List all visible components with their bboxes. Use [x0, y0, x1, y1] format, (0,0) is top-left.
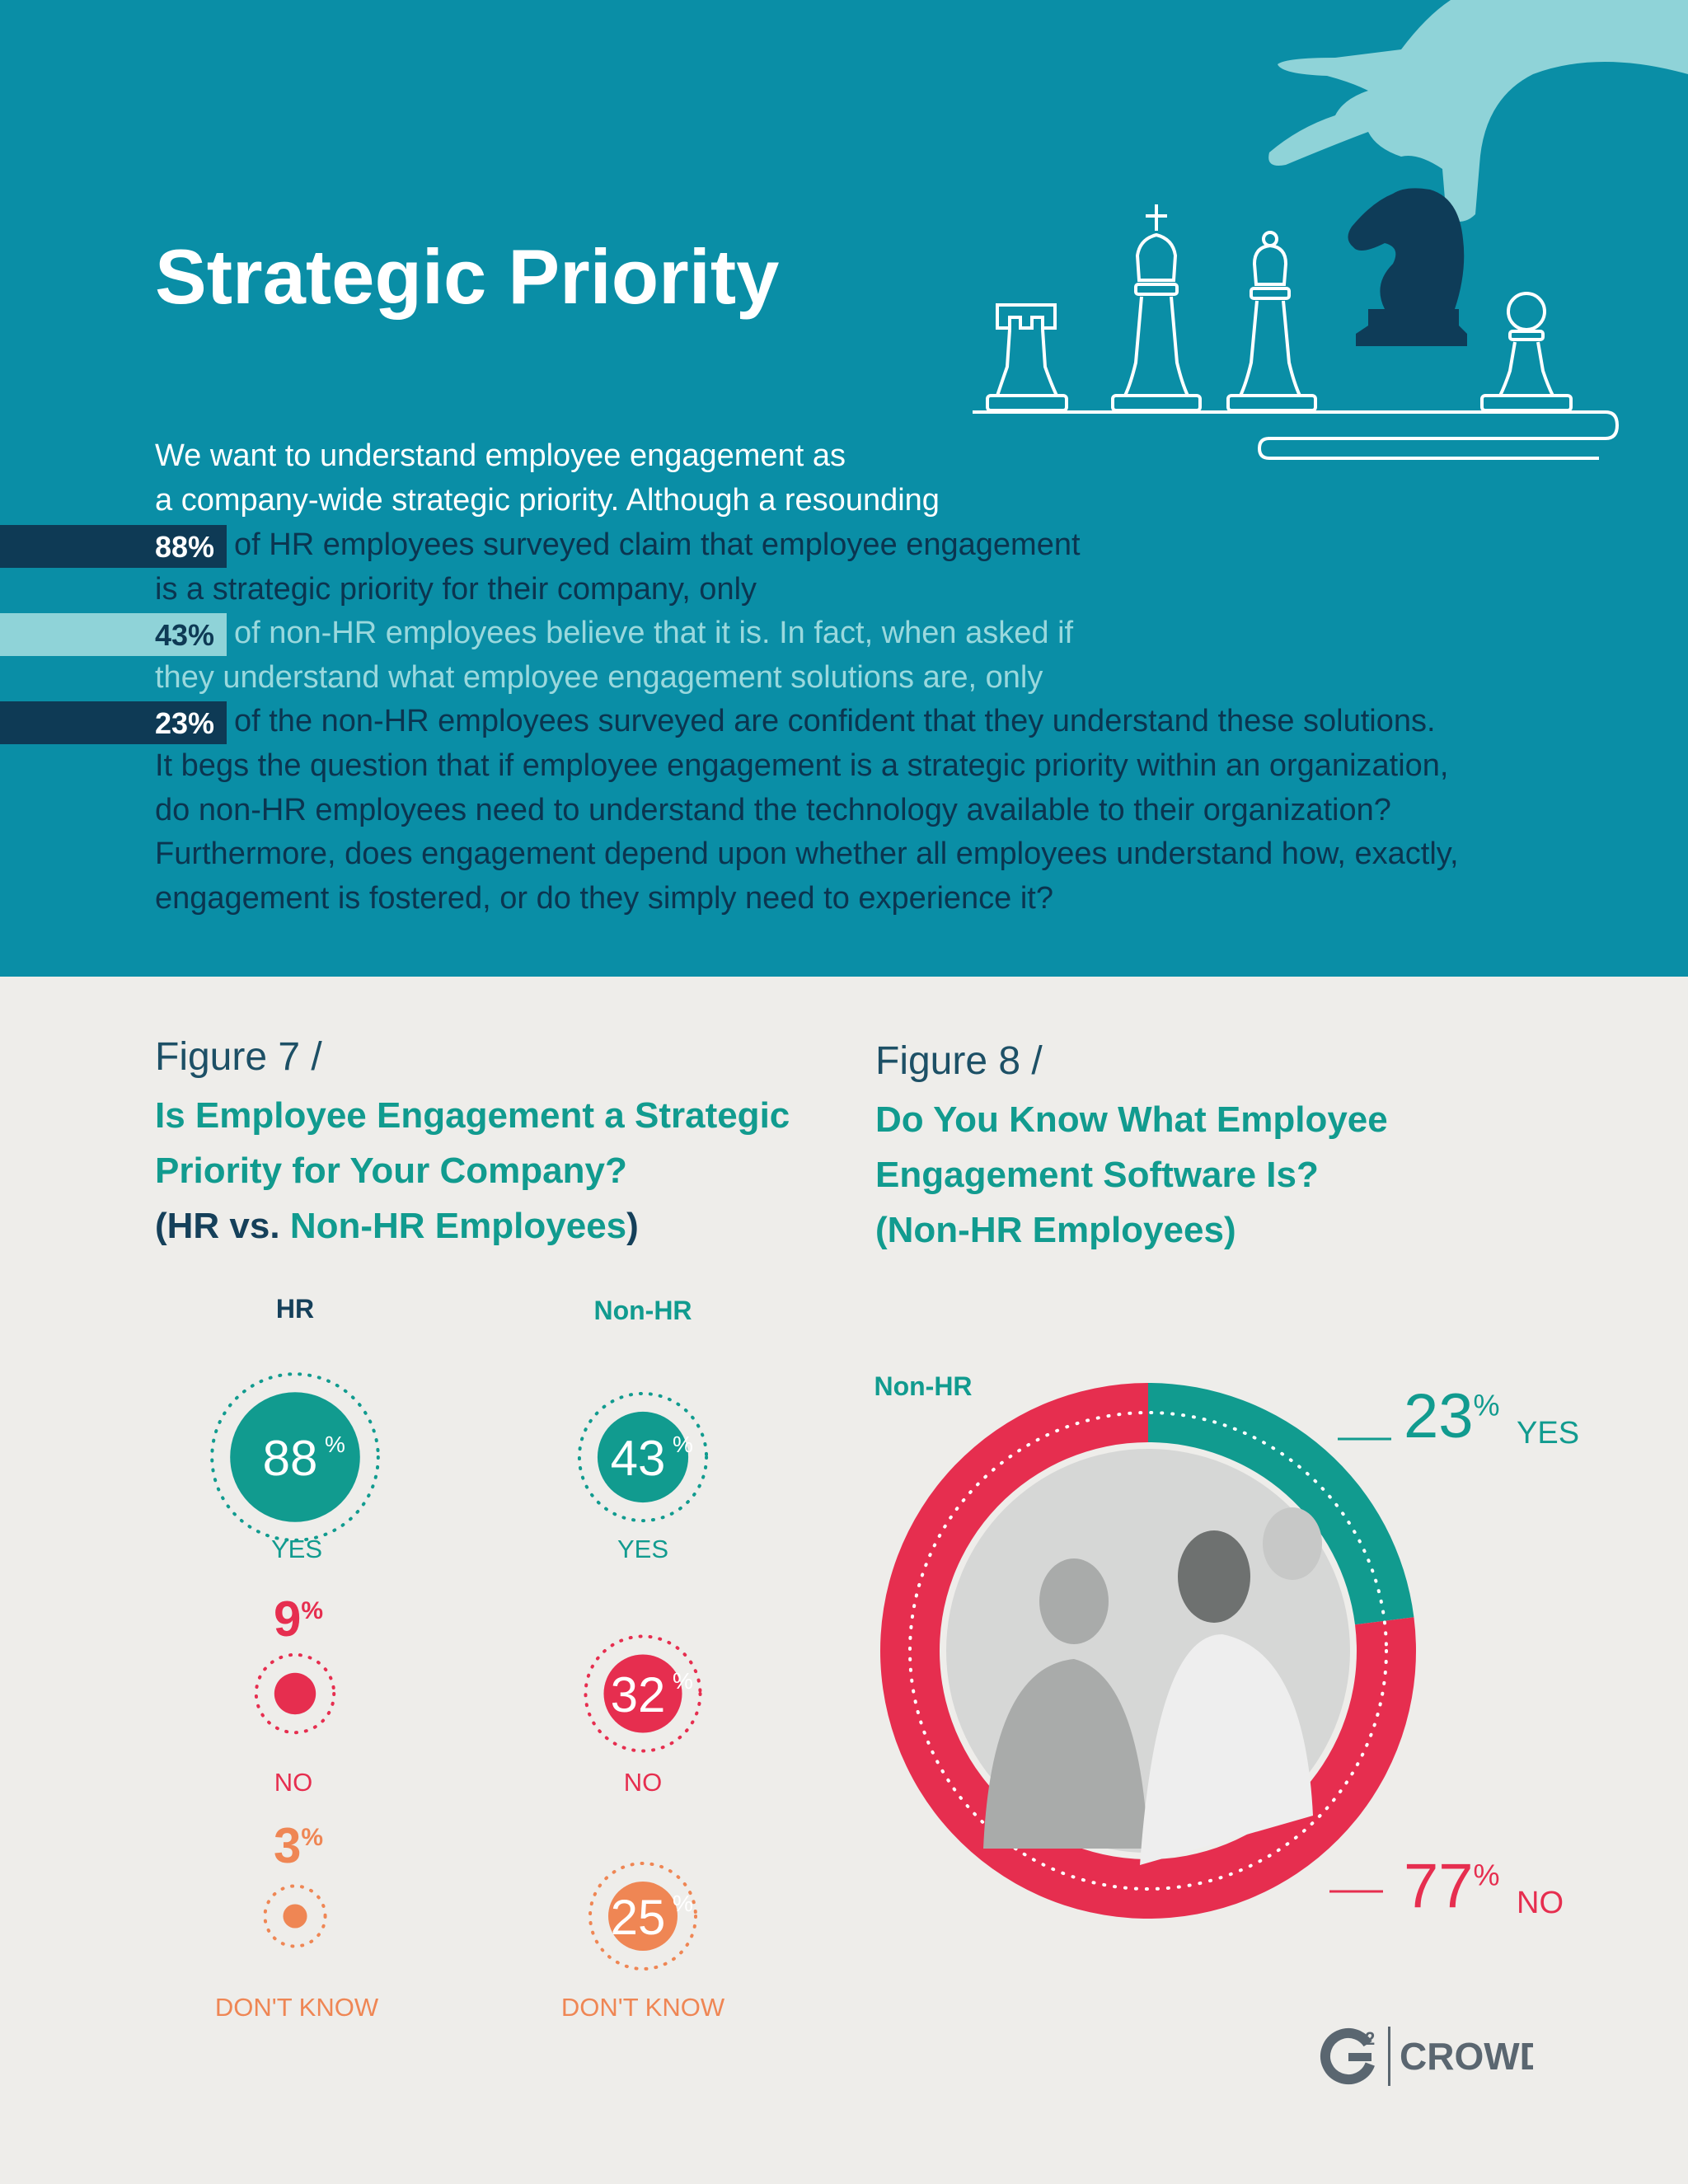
body-line-6: they understand what employee engagement… [155, 660, 1043, 695]
hr-dontknow-label: DON'T KNOW [214, 1993, 379, 2022]
hr-dontknow-value: 3% [274, 1817, 323, 1874]
donut-no-number: 77 [1404, 1851, 1474, 1921]
stat-88: 88% [155, 530, 215, 564]
figure8-title: Do You Know What Employee Engagement Sof… [875, 1092, 1388, 1258]
logo-text: CROWD [1400, 2035, 1533, 2078]
figure8-title-line-2: Engagement Software Is? [875, 1155, 1319, 1195]
bubble-ring-hr-1 [254, 1652, 336, 1735]
donut-no-value: 77% [1404, 1850, 1500, 1922]
hr-dontknow-unit: % [301, 1824, 324, 1851]
figure7-title-line-2: Priority for Your Company? [155, 1151, 627, 1191]
stat-43: 43% [155, 618, 215, 652]
hr-no-label: NO [274, 1768, 313, 1797]
donut-dotted-ring [908, 1411, 1388, 1891]
bubble-unit-hr-0: % [325, 1432, 345, 1457]
king-icon [1111, 204, 1202, 412]
body-line-7: of the non-HR employees surveyed are con… [234, 704, 1436, 738]
body-line-1: We want to understand employee engagemen… [155, 438, 846, 473]
body-line-9: do non-HR employees need to understand t… [155, 793, 1391, 827]
figure8-group-label: Non-HR [874, 1371, 973, 1401]
donut-no-unit: % [1473, 1858, 1500, 1892]
bishop-icon [1226, 231, 1317, 412]
figure7-title-line-3: (HR vs. Non-HR Employees) [155, 1198, 790, 1254]
figure7-hr-header: HR [275, 1294, 315, 1324]
hr-no-value: 9% [274, 1591, 323, 1647]
figure8-label: Figure 8 / [875, 1039, 1043, 1083]
logo-superscript: 2 [1365, 2028, 1375, 2049]
figure7-paren-close: ) [626, 1206, 639, 1246]
bubble-non-hr-no [603, 1654, 682, 1733]
bubble-ring-hr-2 [263, 1884, 327, 1948]
pawn-icon [1480, 292, 1573, 412]
bubble-hr-yes [230, 1392, 360, 1522]
body-line-3: of HR employees surveyed claim that empl… [234, 527, 1081, 562]
bubble-unit-non-hr-1: % [673, 1668, 693, 1694]
bubble-ring-non-hr-0 [577, 1391, 709, 1523]
bubble-label-hr-0: 88 [263, 1431, 318, 1486]
chess-illustration [973, 0, 1688, 460]
bubble-label-non-hr-2: 25 [611, 1890, 666, 1945]
board-edge-icon [1257, 437, 1599, 460]
hero-section: Strategic Priority [0, 0, 1688, 977]
figure7-title-hr: HR vs. [166, 1206, 280, 1246]
nonhr-yes-label: YES [617, 1535, 669, 1563]
donut-no-label: NO [1517, 1886, 1564, 1920]
donut-yes-number: 23 [1404, 1381, 1474, 1451]
bubble-ring-hr-0 [210, 1372, 380, 1542]
nonhr-dontknow-label: DON'T KNOW [560, 1993, 725, 2022]
body-line-2: a company-wide strategic priority. Altho… [155, 483, 940, 518]
hr-yes-label: YES [270, 1535, 323, 1563]
donut-slice-yes [1148, 1383, 1414, 1625]
stat-bar-nonhr [0, 613, 227, 656]
people-photo [946, 1449, 1350, 1853]
figure7-label: Figure 7 / [155, 1035, 322, 1079]
bubble-ring-non-hr-1 [584, 1634, 702, 1753]
body-line-8: It begs the question that if employee en… [155, 748, 1449, 783]
donut-yes-unit: % [1473, 1388, 1500, 1422]
figure7-title-nonhr: Non-HR Employees [289, 1206, 627, 1246]
page-title: Strategic Priority [155, 233, 780, 320]
body-line-11: engagement is fostered, or do they simpl… [155, 881, 1053, 916]
figure8-title-line-3: (Non-HR Employees) [875, 1210, 1236, 1250]
body-line-5: of non-HR employees believe that it is. … [234, 616, 1074, 650]
bubble-non-hr-yes [597, 1411, 689, 1503]
nonhr-no-label: NO [623, 1768, 663, 1797]
hr-dontknow-number: 3 [273, 1818, 302, 1873]
body-line-10: Furthermore, does engagement depend upon… [155, 837, 1459, 871]
figure7-paren-open: ( [155, 1206, 167, 1246]
bubble-hr-dontknow [283, 1904, 307, 1929]
board-line-icon [973, 410, 1620, 440]
bubble-hr-no [274, 1672, 316, 1715]
stat-bar-hr [0, 525, 227, 568]
figure7-nonhr-header: Non-HR [593, 1296, 692, 1325]
knight-piece-icon [1348, 188, 1467, 346]
bubble-non-hr-dontknow [608, 1882, 678, 1951]
donut-slice-no [879, 1383, 1416, 1919]
stat-bar-understand [0, 701, 227, 744]
bubble-unit-non-hr-2: % [673, 1891, 693, 1916]
bubble-ring-non-hr-2 [588, 1862, 697, 1971]
hr-no-number: 9 [273, 1591, 302, 1647]
donut-yes-label: YES [1517, 1416, 1580, 1451]
g2-crowd-logo: 2 CROWD [1320, 2027, 1533, 2086]
bubble-label-non-hr-1: 32 [611, 1667, 666, 1722]
bubble-unit-non-hr-0: % [673, 1432, 693, 1457]
chess-outline-pieces [973, 204, 1620, 460]
hr-no-unit: % [301, 1597, 324, 1624]
stat-23: 23% [155, 706, 215, 740]
figure7-title-line-1: Is Employee Engagement a Strategic [155, 1095, 790, 1136]
donut-yes-value: 23% [1404, 1380, 1500, 1452]
body-line-4: is a strategic priority for their compan… [155, 572, 757, 607]
figure8-title-line-1: Do You Know What Employee [875, 1099, 1388, 1140]
figure7-title: Is Employee Engagement a Strategic Prior… [155, 1088, 790, 1254]
rook-icon [986, 303, 1068, 412]
photo-people-silhouettes [983, 1507, 1322, 1865]
hand-icon [1268, 0, 1688, 222]
bubble-label-non-hr-0: 43 [611, 1431, 666, 1486]
